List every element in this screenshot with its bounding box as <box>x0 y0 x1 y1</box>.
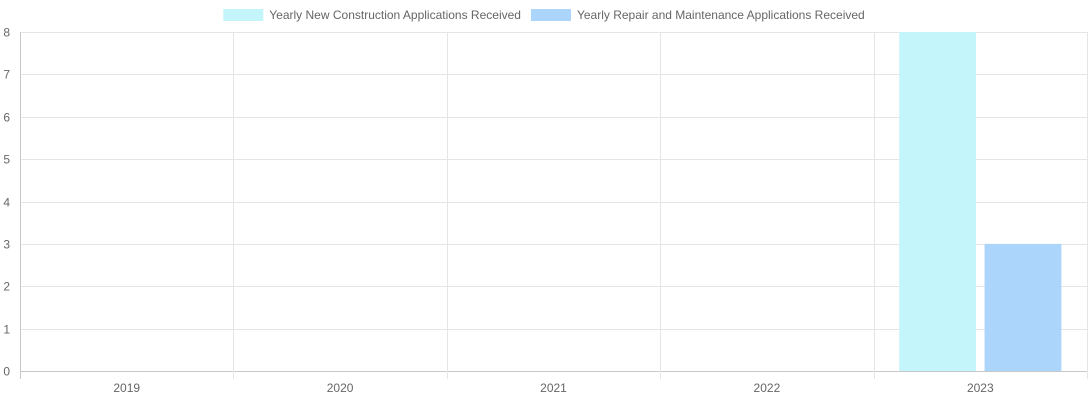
chart-grid <box>20 32 1088 379</box>
x-tick-label: 2020 <box>327 381 354 395</box>
y-tick-label: 4 <box>3 196 10 210</box>
x-tick-label: 2023 <box>967 381 994 395</box>
y-tick-label: 7 <box>3 68 10 82</box>
legend-swatch <box>530 9 571 21</box>
legend-label: Yearly New Construction Applications Rec… <box>269 8 521 22</box>
legend-item[interactable]: Yearly New Construction Applications Rec… <box>223 8 521 22</box>
y-tick-label: 5 <box>3 153 10 167</box>
x-tick-label: 2019 <box>113 381 140 395</box>
y-tick-label: 8 <box>3 26 10 40</box>
x-tick-label: 2021 <box>540 381 567 395</box>
bar[interactable] <box>984 243 1062 371</box>
y-tick-label: 6 <box>3 111 10 125</box>
x-axis: 2019 2020 2021 2022 2023 <box>113 381 994 395</box>
y-tick-label: 1 <box>3 323 10 337</box>
chart-legend[interactable]: Yearly New Construction Applications Rec… <box>223 8 865 22</box>
legend-item[interactable]: Yearly Repair and Maintenance Applicatio… <box>530 8 865 22</box>
y-tick-label: 2 <box>3 280 10 294</box>
legend-label: Yearly Repair and Maintenance Applicatio… <box>577 8 865 22</box>
chart-bars <box>899 32 1062 371</box>
legend-swatch <box>223 9 264 21</box>
y-tick-label: 3 <box>3 238 10 252</box>
bar[interactable] <box>899 32 977 371</box>
y-axis: 0 1 2 3 4 5 6 7 8 <box>3 26 10 379</box>
y-tick-label: 0 <box>3 365 10 379</box>
x-tick-label: 2022 <box>754 381 781 395</box>
